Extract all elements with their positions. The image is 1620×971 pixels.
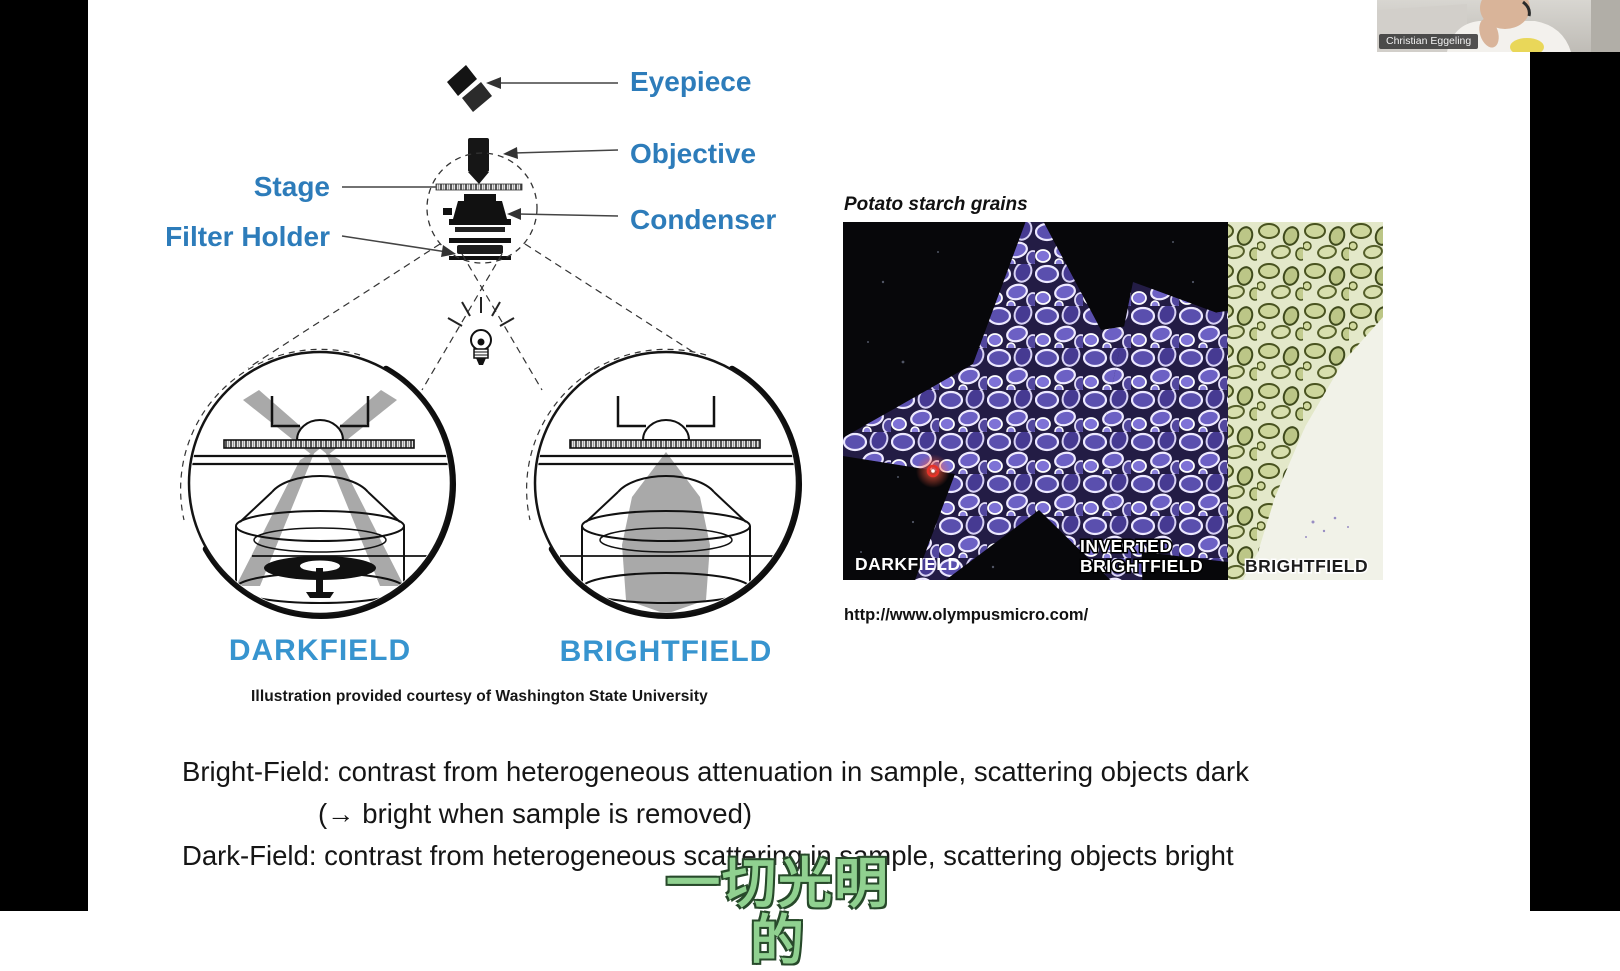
webcam-thumbnail[interactable]: Christian Eggeling <box>1377 0 1620 52</box>
condenser-icon <box>443 194 511 232</box>
brightfield-circle-diagram <box>526 348 802 619</box>
label-brightfield-circle: BRIGHTFIELD <box>560 635 773 668</box>
note-brightfield-line2: (→ bright when sample is removed) <box>318 798 753 829</box>
micrograph-caption: Potato starch grains <box>844 194 1028 215</box>
webcam-video <box>1377 0 1620 52</box>
label-stage: Stage <box>254 171 330 202</box>
laser-pointer-dot <box>916 454 950 488</box>
note-darkfield-line: Dark-Field: contrast from heterogeneous … <box>182 840 1234 871</box>
condenser-pointer-line <box>507 208 619 220</box>
label-darkfield-circle: DARKFIELD <box>229 634 411 667</box>
light-bulb-icon <box>447 297 515 365</box>
stage-icon <box>435 183 523 191</box>
label-condenser: Condenser <box>630 204 776 235</box>
note-brightfield-line1: Bright-Field: contrast from heterogeneou… <box>182 756 1249 787</box>
label-filter-holder: Filter Holder <box>165 221 330 252</box>
starch-star-cluster <box>843 222 1228 580</box>
panel-label-inverted-line2: BRIGHTFIELD <box>1080 556 1203 576</box>
panel-label-inverted-line1: INVERTED <box>1080 536 1172 556</box>
illustration-credit: Illustration provided courtesy of Washin… <box>251 688 708 705</box>
subtitle-overlay: 一切光明的 <box>666 854 890 971</box>
callout-dashed-lines <box>247 243 719 391</box>
source-url: http://www.olympusmicro.com/ <box>844 606 1089 624</box>
starch-grains-micrograph: DARKFIELD INVERTED BRIGHTFIELD BRIGHTFIE… <box>843 222 1383 580</box>
zoom-region-circle <box>426 152 538 264</box>
left-letterbox-bar <box>0 0 88 911</box>
objective-icon <box>468 138 489 184</box>
panel-label-brightfield: BRIGHTFIELD <box>1245 556 1368 576</box>
filter-holder-pointer-line <box>341 235 456 257</box>
filter-holder-icon <box>449 238 511 260</box>
panel-label-darkfield: DARKFIELD <box>855 554 961 574</box>
olive-grain-band <box>1228 222 1383 580</box>
webcam-name-label: Christian Eggeling <box>1379 34 1479 49</box>
eyepiece-pointer-line <box>486 77 618 89</box>
right-letterbox-bar <box>1530 0 1620 911</box>
label-eyepiece: Eyepiece <box>630 66 751 97</box>
label-objective: Objective <box>630 138 756 169</box>
objective-pointer-line <box>503 147 619 159</box>
darkfield-circle-diagram <box>180 348 456 619</box>
microscope-diagram: Eyepiece Objective Stage Condenser Filte… <box>165 65 802 668</box>
eyepiece-icon <box>447 65 492 112</box>
